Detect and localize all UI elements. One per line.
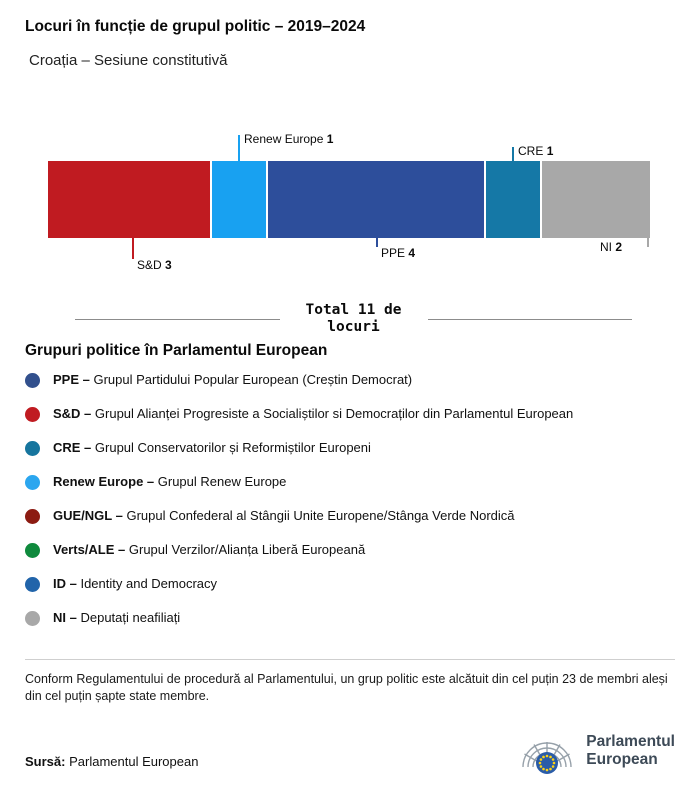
legend-color-dot <box>25 542 40 558</box>
legend-label: Verts/ALE – Grupul Verzilor/Alianța Libe… <box>53 542 366 558</box>
legend-color-dot <box>25 406 40 422</box>
callout-line-renew-europe <box>238 135 240 161</box>
ep-logo-text-line1: Parlamentul <box>586 732 675 750</box>
callout-line-s-d <box>132 238 134 259</box>
footer: Sursă: Parlamentul European <box>25 727 675 775</box>
legend-label: ID – Identity and Democracy <box>53 576 218 592</box>
legend-item-gue-ngl: GUE/NGL – Grupul Confederal al Stângii U… <box>25 508 675 524</box>
legend-color-dot <box>25 440 40 456</box>
callout-seat-count: 1 <box>546 144 554 158</box>
legend-color-dot <box>25 474 40 490</box>
callout-seat-count: 2 <box>615 240 623 254</box>
ep-logo-text-line2: European <box>586 751 658 769</box>
callout-label-cre: CRE 1 <box>518 144 553 158</box>
seats-bar <box>48 161 650 238</box>
legend-label: PPE – Grupul Partidului Popular European… <box>53 372 413 388</box>
callout-label-renew-europe: Renew Europe 1 <box>244 132 333 146</box>
bar-segment-ppe[interactable] <box>268 161 484 238</box>
ep-logo-icon <box>522 742 572 775</box>
legend-color-dot <box>25 576 40 592</box>
page-subtitle: Croația – Sesiune constitutivă <box>29 52 228 69</box>
legend-color-dot <box>25 610 40 626</box>
bar-segment-s-d[interactable] <box>48 161 210 238</box>
callout-group-name: S&D <box>137 258 162 272</box>
callout-line-ppe <box>376 238 378 247</box>
legend-color-dot <box>25 372 40 388</box>
total-row: Total 11 de locuri <box>75 302 632 336</box>
legend-item-id: ID – Identity and Democracy <box>25 576 675 592</box>
legend-color-dot <box>25 508 40 524</box>
total-seats-label: Total 11 de locuri <box>305 302 402 336</box>
callout-group-name: NI <box>600 240 612 254</box>
legend-item-verts-ale: Verts/ALE – Grupul Verzilor/Alianța Libe… <box>25 542 675 558</box>
callout-label-s-d: S&D 3 <box>137 258 172 272</box>
infographic-page: Locuri în funcție de grupul politic – 20… <box>0 18 700 804</box>
total-rule-left <box>75 318 280 320</box>
source-label: Sursă: <box>25 754 66 770</box>
legend-item-cre: CRE – Grupul Conservatorilor și Reformiș… <box>25 440 675 456</box>
legend-item-ppe: PPE – Grupul Partidului Popular European… <box>25 372 675 388</box>
callout-label-ni: NI 2 <box>600 240 622 254</box>
source-line: Sursă: Parlamentul European <box>25 754 198 769</box>
callout-group-name: CRE <box>518 144 544 158</box>
callout-label-ppe: PPE 4 <box>381 246 415 260</box>
legend-label: Renew Europe – Grupul Renew Europe <box>53 474 287 490</box>
page-title: Locuri în funcție de grupul politic – 20… <box>25 18 366 35</box>
legend-label: CRE – Grupul Conservatorilor și Reformiș… <box>53 440 371 456</box>
callout-line-ni <box>647 238 649 247</box>
footnote: Conform Regulamentului de procedură al P… <box>25 672 668 704</box>
divider <box>25 659 675 661</box>
callout-group-name: Renew Europe <box>244 132 324 146</box>
legend-item-ni: NI – Deputați neafiliați <box>25 610 675 626</box>
legend-item-s-d: S&D – Grupul Alianței Progresiste a Soci… <box>25 406 675 422</box>
seats-chart: Renew Europe 1 CRE 1 S&D 3 PPE 4 NI 2 <box>25 128 675 278</box>
callout-seat-count: 3 <box>165 258 172 272</box>
ep-logo-text: Parlamentul European <box>586 733 675 770</box>
legend-label: S&D – Grupul Alianței Progresiste a Soci… <box>53 406 574 422</box>
callout-seat-count: 1 <box>326 132 334 146</box>
legend-item-renew-europe: Renew Europe – Grupul Renew Europe <box>25 474 675 490</box>
legend-label: GUE/NGL – Grupul Confederal al Stângii U… <box>53 508 515 524</box>
ep-logo: Parlamentul European <box>516 727 675 775</box>
legend-label: NI – Deputați neafiliați <box>53 610 181 626</box>
bar-segment-ni[interactable] <box>542 161 650 238</box>
legend-heading: Grupuri politice în Parlamentul European <box>25 342 328 360</box>
bar-segment-cre[interactable] <box>486 161 540 238</box>
callout-line-cre <box>512 147 514 161</box>
callout-group-name: PPE <box>381 246 406 260</box>
callout-seat-count: 4 <box>408 246 416 260</box>
source-value: Parlamentul European <box>69 754 199 770</box>
legend-list: PPE – Grupul Partidului Popular European… <box>25 372 675 626</box>
total-rule-right <box>427 318 632 320</box>
bar-segment-renew-europe[interactable] <box>212 161 266 238</box>
